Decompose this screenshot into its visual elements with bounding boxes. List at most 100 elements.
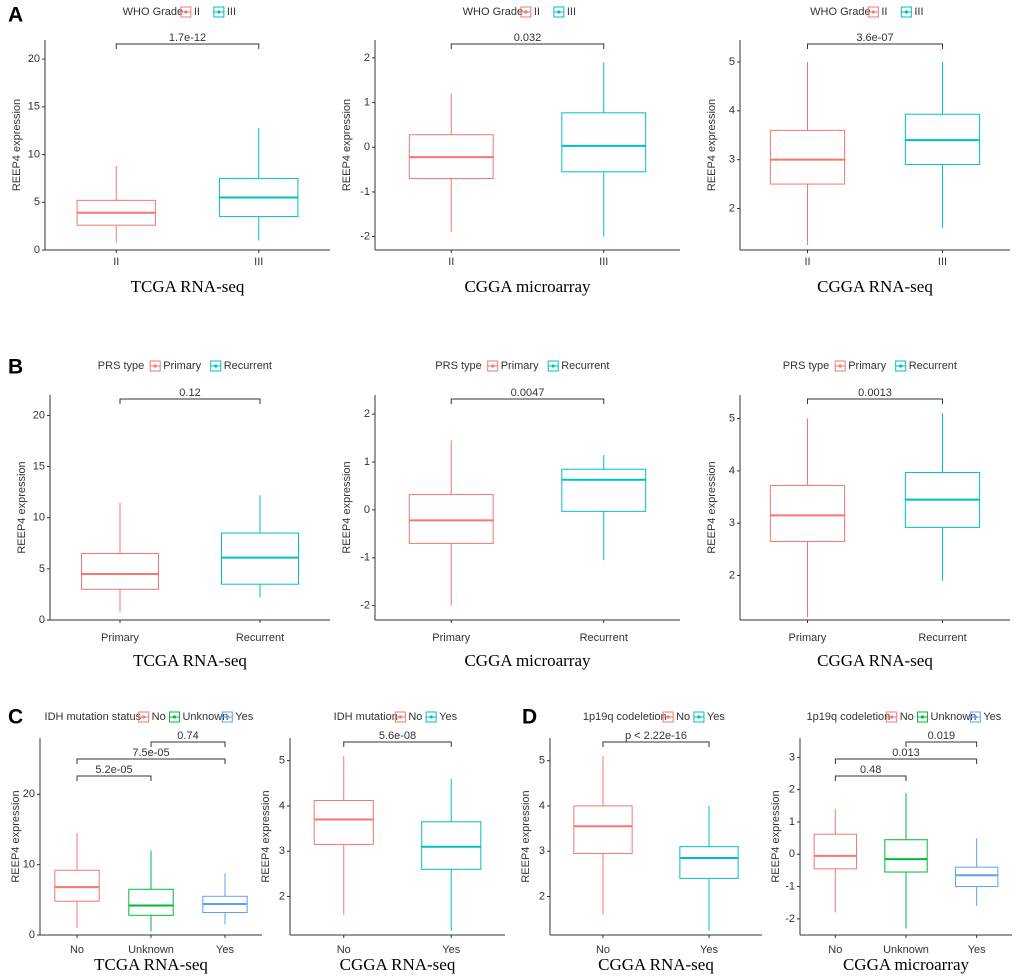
legend-label: II — [881, 6, 887, 18]
significance-bracket — [76, 775, 152, 781]
y-tick-label: 1 — [364, 456, 370, 468]
box — [884, 839, 928, 873]
y-tick-label: 20 — [33, 409, 45, 421]
legend-key-dot — [429, 715, 433, 719]
x-tick-label: Yes — [216, 944, 234, 956]
p-value: 5.6e-08 — [379, 730, 416, 742]
legend-label: No — [408, 711, 422, 723]
y-tick-label: -2 — [360, 231, 370, 243]
caption: CGGA microarray — [843, 955, 970, 974]
panel-letter: C — [8, 706, 23, 729]
p-value: 1.7e-12 — [169, 32, 206, 44]
caption: TCGA RNA-seq — [94, 955, 208, 974]
x-tick-label: Unknown — [883, 944, 929, 956]
y-tick-label: 0 — [34, 244, 40, 256]
legend-key-dot — [890, 715, 894, 719]
legend-key-dot — [899, 364, 903, 368]
y-tick-label: 5 — [539, 755, 545, 767]
x-tick-label: No — [337, 944, 351, 956]
box — [561, 112, 647, 173]
p-value: 0.12 — [179, 387, 200, 399]
legend-label: III — [914, 6, 923, 18]
legend-key-dot — [153, 364, 157, 368]
x-tick-label: Recurrent — [236, 632, 284, 644]
p-value: 7.5e-05 — [132, 747, 169, 759]
y-tick-label: 0 — [364, 141, 370, 153]
legend-label: Primary — [501, 360, 539, 372]
legend-title: WHO Grade — [810, 6, 871, 18]
y-tick-label: 3 — [539, 845, 545, 857]
y-tick-label: 0 — [39, 614, 45, 626]
y-axis-label: REEP4 expression — [341, 461, 353, 553]
y-tick-label: 4 — [729, 465, 735, 477]
y-axis-label: REEP4 expression — [16, 461, 28, 553]
significance-bracket — [807, 43, 943, 49]
legend-label: Yes — [983, 711, 1001, 723]
y-axis-label: REEP4 expression — [706, 461, 718, 553]
y-axis-label: REEP4 expression — [10, 790, 22, 882]
y-tick-label: 3 — [789, 751, 795, 763]
legend-label: II — [534, 6, 540, 18]
legend-title: PRS type — [783, 360, 829, 372]
x-tick-label: No — [596, 944, 610, 956]
significance-bracket — [834, 758, 978, 764]
y-tick-label: 0 — [364, 504, 370, 516]
caption: CGGA microarray — [464, 651, 591, 670]
legend-label: III — [227, 6, 236, 18]
box — [313, 799, 374, 845]
significance-bracket — [905, 741, 978, 747]
x-tick-label: Yes — [442, 944, 460, 956]
y-tick-label: 3 — [729, 517, 735, 529]
y-tick-label: -2 — [360, 600, 370, 612]
legend-title: PRS type — [435, 360, 481, 372]
y-tick-label: -2 — [785, 913, 795, 925]
x-tick-label: Primary — [432, 632, 470, 644]
legend-key-dot — [973, 715, 977, 719]
box — [769, 485, 846, 543]
y-tick-label: 2 — [789, 784, 795, 796]
y-tick-label: 10 — [28, 148, 40, 160]
legend-title: PRS type — [98, 360, 144, 372]
legend-label: III — [567, 6, 576, 18]
x-tick-label: II — [113, 256, 119, 268]
caption: CGGA RNA-seq — [598, 955, 714, 974]
x-tick-label: No — [70, 944, 84, 956]
significance-bracket — [602, 741, 710, 747]
x-tick-label: Yes — [700, 944, 718, 956]
x-tick-label: III — [254, 256, 263, 268]
legend-label: Recurrent — [561, 360, 609, 372]
y-axis-label: REEP4 expression — [341, 99, 353, 191]
box — [769, 129, 846, 185]
x-tick-label: Yes — [968, 944, 986, 956]
legend-label: Yes — [707, 711, 725, 723]
legend-key-dot — [697, 715, 701, 719]
legend-label: Recurrent — [909, 360, 957, 372]
legend-key-dot — [172, 715, 177, 719]
y-tick-label: 5 — [34, 196, 40, 208]
legend-title: IDH mutation status — [45, 711, 142, 723]
caption: CGGA RNA-seq — [817, 651, 933, 670]
y-tick-label: 2 — [279, 890, 285, 902]
legend-key-dot — [871, 10, 875, 14]
y-tick-label: 20 — [23, 788, 35, 800]
y-tick-label: 5 — [729, 56, 735, 68]
significance-bracket — [76, 758, 226, 764]
significance-bracket — [115, 43, 260, 49]
p-value: 0.74 — [177, 730, 198, 742]
significance-bracket — [150, 741, 226, 747]
legend-title: 1p19q codeletion — [806, 711, 890, 723]
box — [221, 532, 299, 585]
p-value: 0.032 — [514, 32, 542, 44]
legend-key-dot — [184, 10, 188, 14]
legend-label: Primary — [848, 360, 886, 372]
significance-bracket — [119, 398, 261, 404]
significance-bracket — [834, 775, 907, 781]
y-tick-label: 3 — [729, 154, 735, 166]
significance-bracket — [450, 398, 605, 404]
box — [81, 553, 159, 590]
significance-bracket — [343, 741, 452, 747]
y-axis-label: REEP4 expression — [520, 790, 532, 882]
y-tick-label: -1 — [785, 880, 795, 892]
legend-key-dot — [398, 715, 402, 719]
legend-title: WHO Grade — [463, 6, 524, 18]
